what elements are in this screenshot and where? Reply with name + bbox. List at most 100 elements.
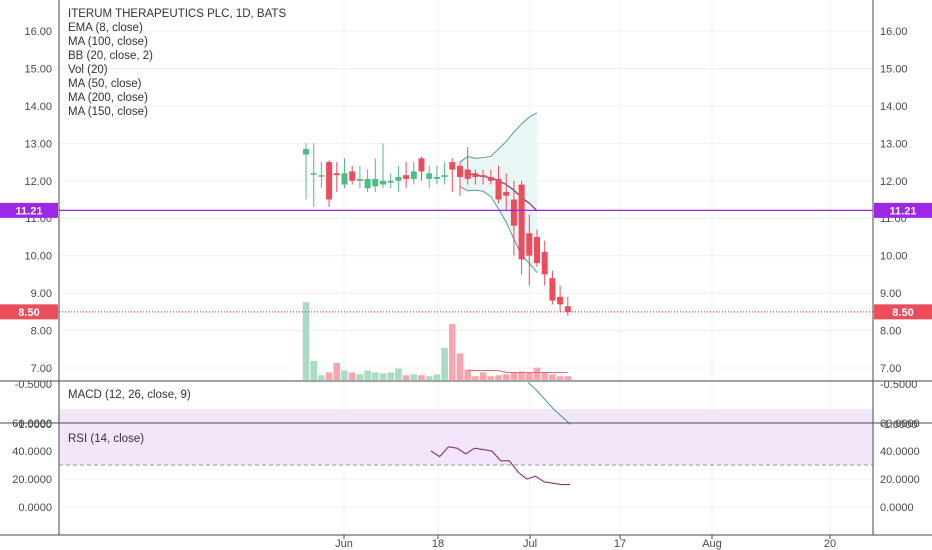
volume-bar [549, 374, 556, 380]
volume-bar [372, 372, 379, 380]
candle-body [380, 180, 386, 185]
legend: ITERUM THERAPEUTICS PLC, 1D, BATS EMA (8… [68, 8, 286, 445]
indicator-ema: EMA (8, close) [68, 22, 143, 34]
volume-bar [364, 370, 371, 380]
price-tick-right: 8.00 [880, 326, 901, 338]
candle [541, 240, 548, 286]
volume-bar [495, 375, 502, 380]
candle [526, 214, 533, 286]
candle-body [441, 175, 448, 178]
candle-body [503, 192, 510, 196]
candle-body [410, 171, 417, 179]
volume-bar [441, 347, 448, 380]
volume-bar [356, 374, 364, 380]
x-tick-label: 20 [824, 538, 836, 550]
candle [380, 143, 386, 189]
volume-bar [410, 374, 418, 380]
candle [318, 162, 325, 189]
candle-body [318, 175, 325, 177]
rsi-tick-right: 20.0000 [880, 474, 920, 486]
volume-bar [479, 372, 487, 380]
volume-bar [395, 368, 402, 380]
candle [495, 165, 502, 204]
candle [356, 165, 363, 189]
volume-bar [402, 375, 410, 380]
volume-bar [456, 353, 464, 380]
chart-title: ITERUM THERAPEUTICS PLC, 1D, BATS [68, 8, 286, 20]
volume-bar [433, 374, 441, 380]
volume-bar [449, 323, 456, 380]
candle [310, 143, 317, 207]
alert-price-badge-left [0, 202, 58, 218]
candle-body [557, 296, 564, 305]
volume-bar [302, 302, 310, 380]
rsi-tick-left: 60.0000 [12, 418, 52, 430]
volume-bar [564, 376, 572, 380]
volume-bar [533, 367, 541, 380]
price-tick-left: 16.00 [24, 26, 52, 38]
candle-body [372, 178, 379, 187]
candle-body [426, 173, 433, 179]
volume-bar [487, 376, 495, 380]
x-tick-label: 17 [614, 538, 626, 550]
candle-body [395, 177, 402, 181]
rsi-band [59, 409, 873, 466]
candle [403, 162, 410, 189]
volume-bar [418, 375, 425, 380]
volume-bar [387, 372, 394, 380]
candle-body [349, 171, 356, 181]
rsi-tick-left: 40.0000 [12, 446, 52, 458]
indicator-ma150: MA (150, close) [68, 106, 148, 118]
volume-bar [318, 375, 325, 380]
candle [457, 162, 463, 196]
candle [510, 180, 517, 256]
candle [464, 147, 471, 185]
candle [410, 162, 417, 185]
candle-body [303, 148, 309, 155]
candle [503, 173, 510, 211]
moving-average-line [467, 172, 538, 212]
macd-tick-right: -0.5000 [880, 379, 917, 391]
volume-bar [472, 376, 479, 380]
candle-body [480, 175, 487, 178]
indicator-ma100: MA (100, close) [68, 36, 148, 48]
indicator-bb: BB (20, close, 2) [68, 50, 153, 62]
candle [303, 143, 309, 200]
price-tick-right: 14.00 [880, 101, 908, 113]
indicator-vol: Vol (20) [68, 64, 108, 76]
last-price-badge-left-text: 8.50 [18, 307, 39, 319]
candles [303, 143, 571, 316]
rsi-band-fill [59, 409, 873, 465]
volume-bars [302, 302, 572, 380]
volume-bar [348, 372, 356, 380]
price-tick-left: 10.00 [24, 251, 52, 263]
candle-body [418, 158, 425, 172]
volume-bar [425, 376, 433, 380]
alert-price-badge-right [874, 202, 932, 218]
candle [441, 162, 448, 185]
volume-bar [325, 372, 333, 380]
candle [333, 162, 340, 193]
candle-body [356, 178, 363, 181]
price-tick-left: 7.00 [31, 363, 52, 375]
price-tick-left: 12.00 [24, 176, 52, 188]
rsi-tick-left: 0.0000 [18, 502, 52, 514]
candle-body [564, 306, 571, 312]
price-tick-right: 16.00 [880, 26, 908, 38]
rsi-tick-right: 0.0000 [880, 502, 914, 514]
candle [387, 173, 394, 189]
candle-body [333, 173, 340, 176]
price-tick-left: 13.00 [24, 138, 52, 150]
x-tick-label: Jun [335, 538, 353, 550]
candle [534, 229, 540, 267]
candle-body [534, 236, 540, 264]
candle-body [487, 177, 494, 181]
macd-label: MACD (12, 26, close, 9) [68, 389, 191, 401]
alert-price-badge-right-text: 11.21 [890, 205, 917, 217]
rsi-tick-left: 20.0000 [12, 474, 52, 486]
rsi-tick-right: 40.0000 [880, 446, 920, 458]
last-price-badge-right-text: 8.50 [892, 307, 913, 319]
candle-body [403, 175, 410, 179]
